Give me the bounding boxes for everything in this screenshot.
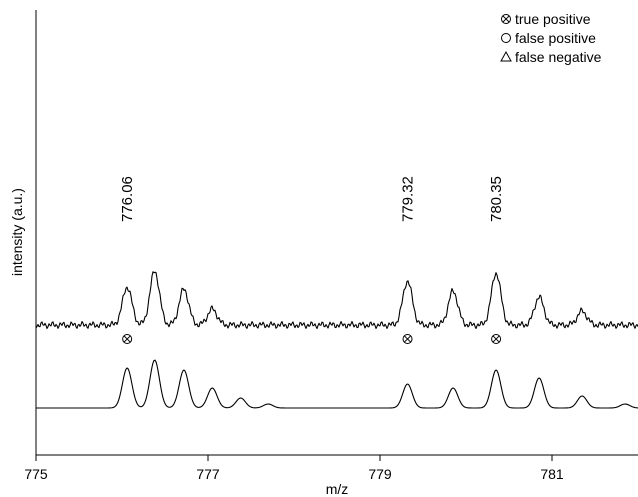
legend-false-positive-icon <box>501 33 511 43</box>
true-positive-marker <box>122 334 133 344</box>
legend-label-false-positive: false positive <box>515 30 596 46</box>
legend-true-positive-icon <box>501 14 511 24</box>
observed-spectrum-trace <box>35 271 638 330</box>
y-axis-title: intensity (a.u.) <box>9 188 25 276</box>
x-tick-label: 779 <box>368 466 392 482</box>
legend: true positive false positive false negat… <box>500 11 602 65</box>
legend-entry-false-negative: false negative <box>500 49 602 65</box>
legend-entry-true-positive: true positive <box>501 11 591 27</box>
x-tick-label: 781 <box>540 466 564 482</box>
peak-label: 776.06 <box>119 176 136 222</box>
legend-label-false-negative: false negative <box>515 49 602 65</box>
peak-label: 780.35 <box>488 176 505 222</box>
legend-false-negative-icon <box>500 50 512 62</box>
true-positive-marker <box>402 334 413 344</box>
legend-entry-false-positive: false positive <box>501 30 596 46</box>
reference-spectrum-trace <box>36 359 638 409</box>
peak-markers <box>122 334 502 344</box>
legend-label-true-positive: true positive <box>515 11 591 27</box>
peak-label: 779.32 <box>400 176 417 222</box>
x-axis-ticks: 775 777 779 781 <box>24 455 564 482</box>
x-axis-title: m/z <box>326 481 349 497</box>
true-positive-marker <box>491 334 502 344</box>
x-tick-label: 775 <box>24 466 48 482</box>
spectrum-traces <box>35 271 638 409</box>
plot-area <box>35 10 638 456</box>
peak-annotations: 776.06 779.32 780.35 <box>119 176 505 222</box>
x-tick-label: 777 <box>196 466 220 482</box>
